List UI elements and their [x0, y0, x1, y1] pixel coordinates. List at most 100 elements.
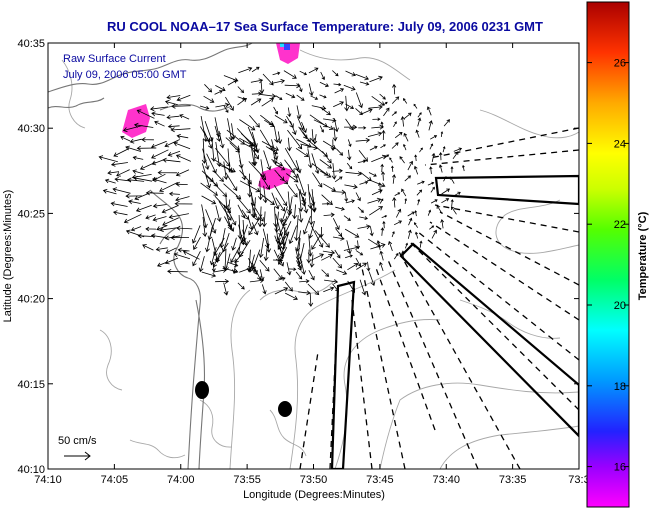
- current-vector: [440, 219, 445, 229]
- current-vector: [405, 242, 408, 249]
- current-vector: [443, 119, 450, 127]
- current-vector: [355, 108, 363, 116]
- current-vector: [223, 194, 229, 209]
- current-vector: [151, 159, 165, 166]
- current-vector: [428, 120, 433, 131]
- current-vector: [283, 70, 297, 79]
- current-vector: [417, 112, 422, 118]
- current-vector: [344, 192, 349, 202]
- current-vector: [250, 98, 262, 106]
- radar-radials: [299, 127, 579, 469]
- current-vector: [391, 165, 394, 172]
- current-vector: [334, 176, 343, 183]
- current-vector: [179, 114, 190, 120]
- colorbar: 16 18 20 22 24 26 Temperature (°C): [586, 1, 649, 508]
- current-vector: [407, 160, 414, 171]
- current-vector: [176, 94, 191, 102]
- current-vector: [205, 226, 213, 253]
- current-vector: [359, 216, 369, 220]
- current-vector: [308, 83, 314, 97]
- current-vector: [345, 103, 355, 109]
- current-vector: [379, 250, 384, 261]
- current-vector: [125, 193, 142, 199]
- current-vector: [307, 283, 320, 296]
- current-vector: [429, 225, 435, 230]
- current-vector: [359, 171, 372, 182]
- current-vector: [382, 220, 386, 229]
- current-vector: [295, 160, 302, 174]
- current-vector: [201, 163, 212, 189]
- current-vector: [237, 282, 245, 290]
- current-vector: [383, 107, 390, 117]
- current-vector: [240, 224, 248, 244]
- current-vector: [167, 124, 180, 129]
- radar-site-marker: [195, 381, 209, 399]
- current-vector: [251, 148, 259, 160]
- current-vector: [321, 269, 330, 277]
- radar-site-marker: [278, 401, 292, 417]
- current-vector: [192, 251, 201, 267]
- current-vector: [225, 172, 238, 192]
- current-vector: [275, 95, 283, 100]
- current-vector: [438, 152, 443, 161]
- current-vector: [343, 245, 360, 251]
- current-vector: [357, 159, 367, 164]
- plot-area: [48, 43, 579, 469]
- current-vector: [218, 164, 236, 173]
- current-vector: [403, 97, 408, 104]
- current-vector: [149, 106, 169, 112]
- current-vector: [307, 184, 313, 209]
- current-vector: [271, 159, 284, 167]
- current-vector: [113, 148, 130, 157]
- current-vector: [368, 172, 377, 177]
- current-vector: [173, 141, 191, 150]
- y-axis-ticks: 40:35 40:30 40:25 40:20 40:15 40:10: [17, 38, 579, 476]
- current-vector: [358, 150, 368, 162]
- current-vector: [332, 126, 338, 142]
- current-vector: [229, 142, 241, 153]
- current-vector: [205, 209, 217, 234]
- current-vector: [404, 198, 408, 204]
- current-vector: [258, 237, 265, 259]
- current-vector: [309, 254, 315, 268]
- current-vector: [257, 180, 263, 201]
- current-vector: [215, 147, 231, 167]
- current-vector: [392, 197, 397, 208]
- current-vector: [299, 279, 310, 284]
- current-vector: [360, 108, 373, 115]
- current-vector: [391, 111, 398, 116]
- current-vector: [366, 261, 371, 272]
- current-vector: [414, 210, 417, 217]
- current-vector: [323, 183, 336, 192]
- current-vector: [164, 235, 181, 241]
- current-vector: [201, 271, 217, 278]
- current-vector: [333, 101, 344, 108]
- current-vector: [359, 180, 369, 185]
- x-tick-label: 74:05: [101, 474, 129, 486]
- current-vector: [307, 148, 313, 169]
- current-vector: [275, 197, 285, 212]
- current-vector: [381, 171, 386, 181]
- current-vector: [171, 103, 191, 109]
- current-vector: [357, 206, 364, 213]
- current-vector: [332, 257, 343, 269]
- current-vector: [358, 126, 367, 130]
- current-vector: [133, 175, 153, 182]
- current-vector: [310, 225, 324, 248]
- current-vector: [249, 278, 265, 284]
- current-vector: [164, 99, 178, 106]
- current-vector: [343, 124, 358, 130]
- current-vector: [392, 83, 397, 95]
- y-tick-label: 40:20: [17, 294, 45, 306]
- current-vector: [223, 161, 229, 181]
- current-vector: [369, 226, 374, 237]
- current-vector: [259, 93, 277, 99]
- x-axis-ticks: 74:10 74:05 74:00 73:55 73:50 73:45 73:40 73:35…: [34, 43, 590, 486]
- current-vector: [157, 170, 178, 176]
- current-vector: [133, 122, 154, 128]
- current-vector: [98, 155, 118, 163]
- current-vector: [302, 215, 311, 235]
- current-vector: [419, 147, 423, 153]
- current-vector: [122, 125, 143, 133]
- current-vector: [357, 224, 371, 230]
